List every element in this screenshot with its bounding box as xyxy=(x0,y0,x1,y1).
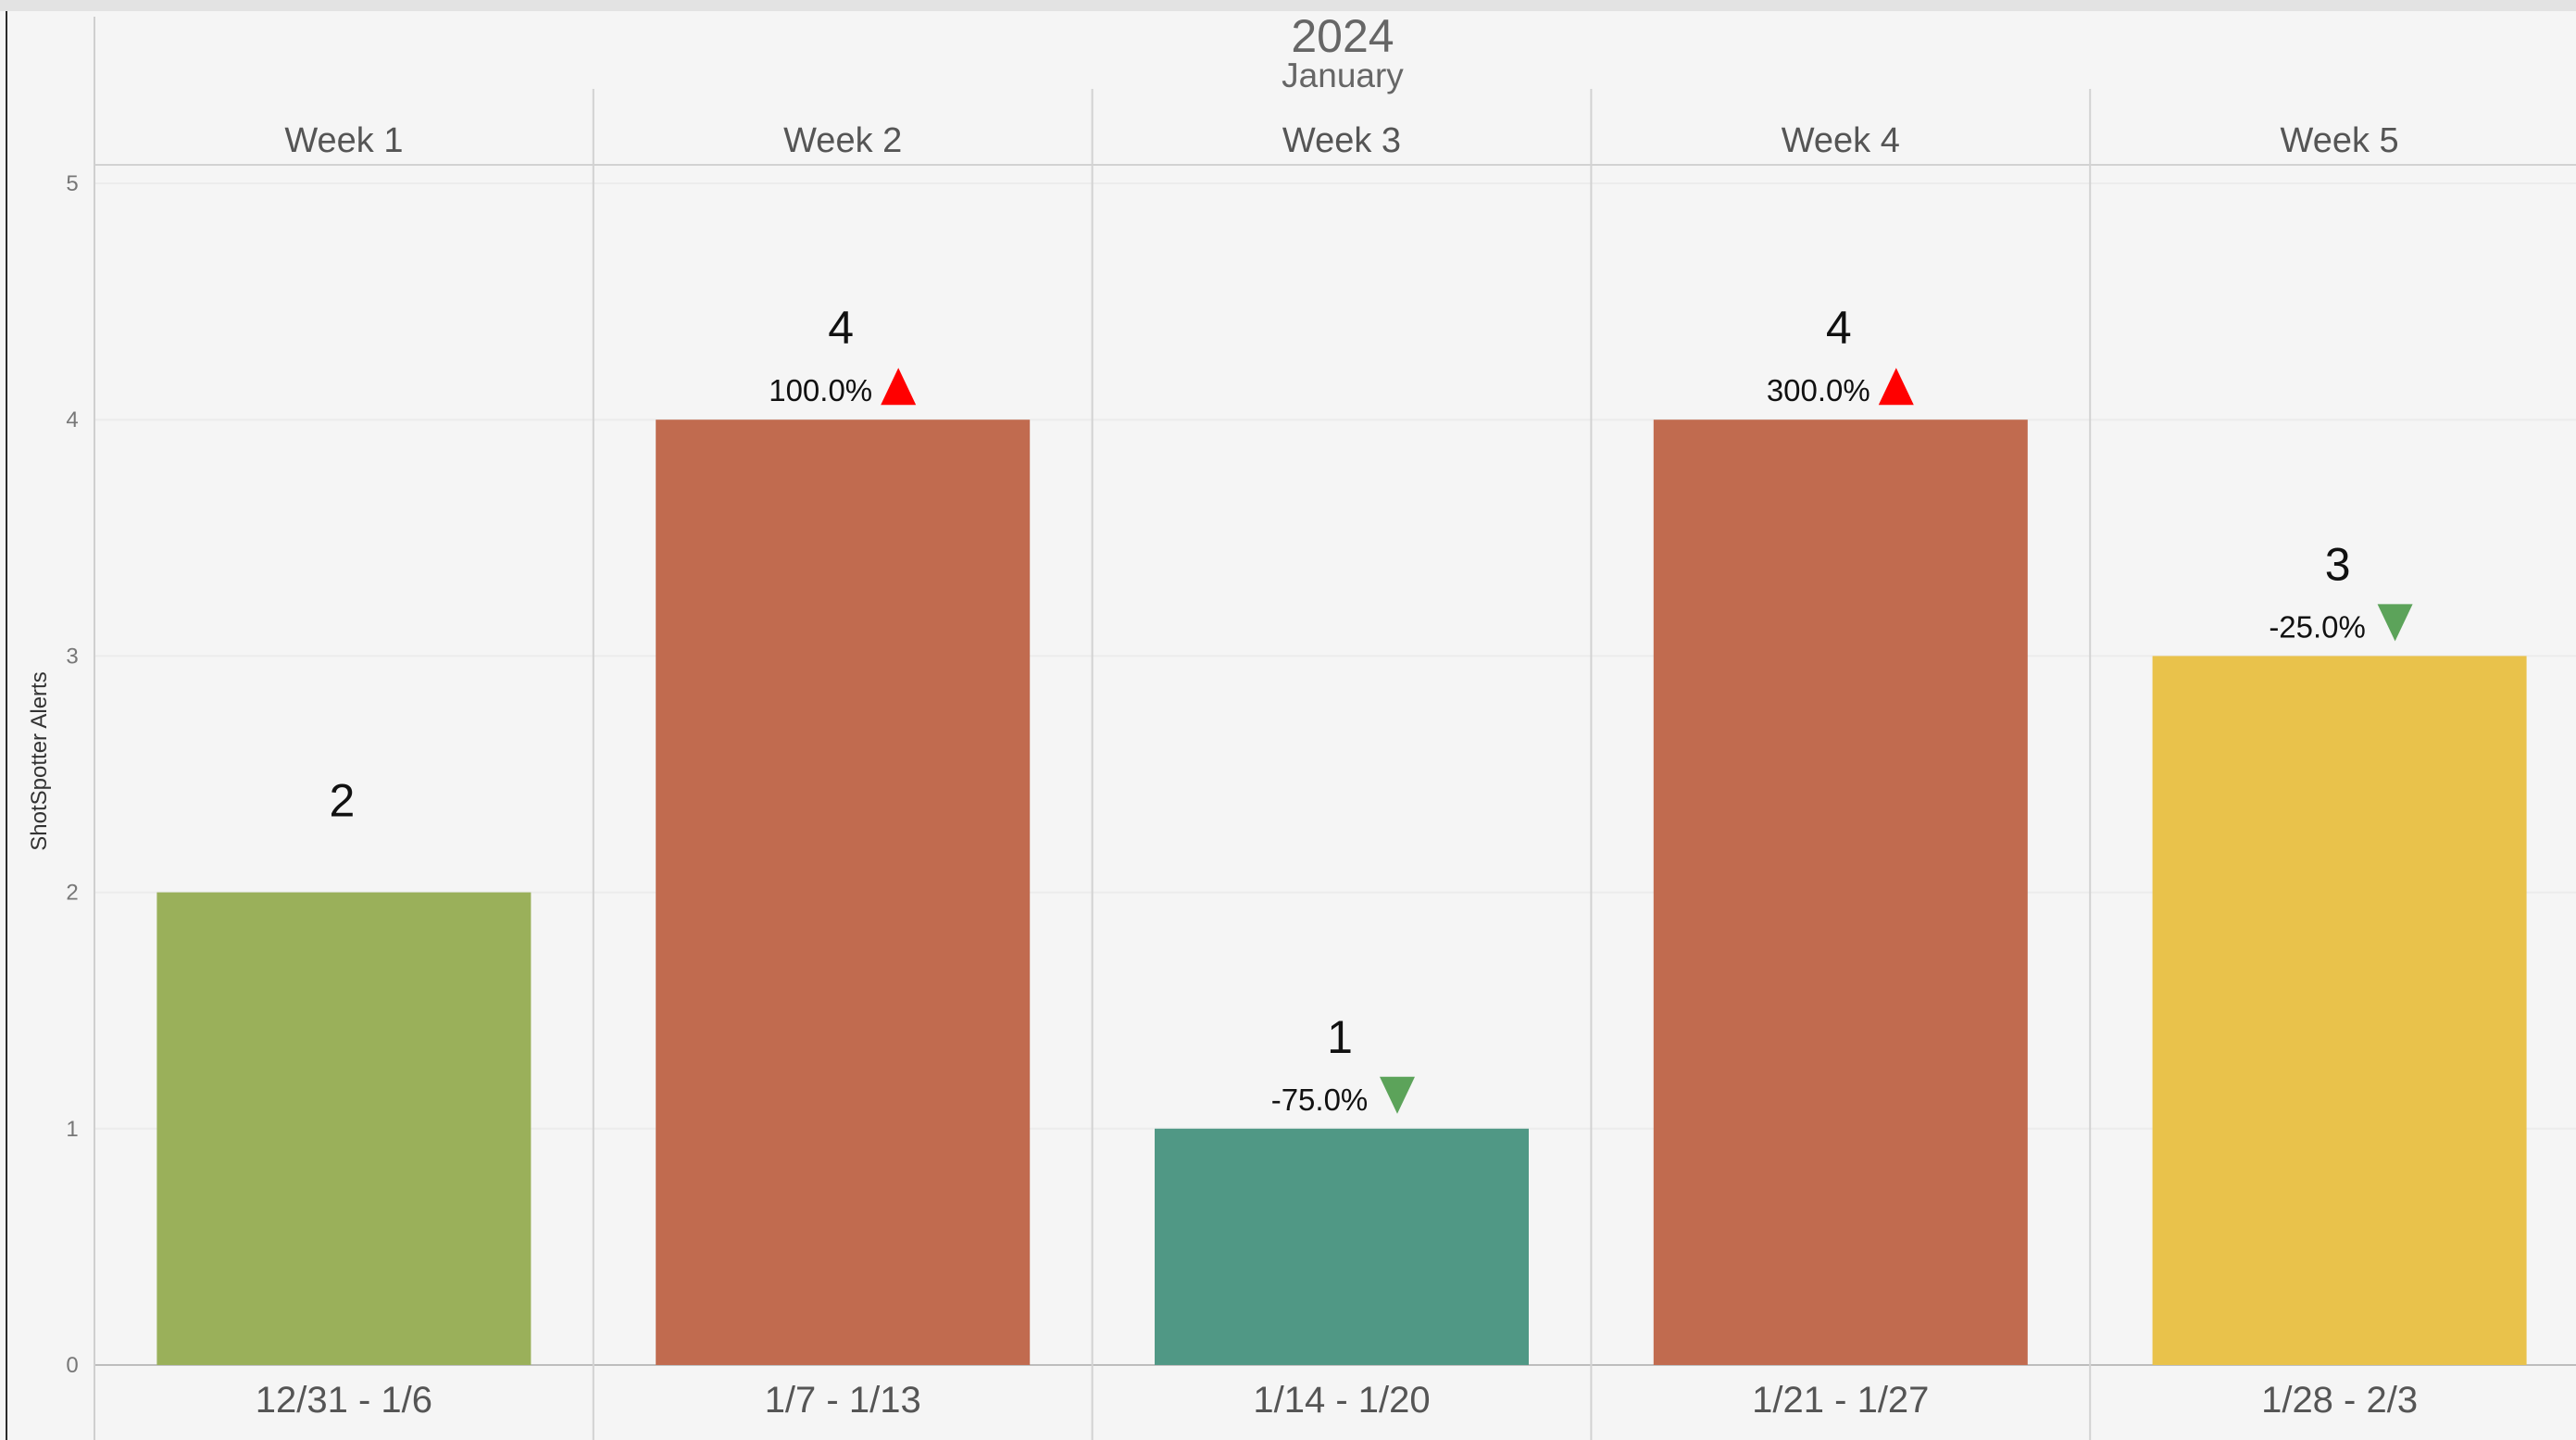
arrow-up-icon xyxy=(1878,368,1914,406)
week-header: Week 3 xyxy=(1282,121,1401,160)
category-label: 1/14 - 1/20 xyxy=(1253,1380,1430,1421)
week-header: Week 4 xyxy=(1782,121,1900,160)
left-border xyxy=(6,11,7,1440)
y-tick-label: 4 xyxy=(66,407,78,432)
arrow-up-icon xyxy=(881,368,917,406)
category-label: 1/28 - 2/3 xyxy=(2261,1380,2418,1421)
y-tick-label: 0 xyxy=(66,1353,78,1378)
category-label: 12/31 - 1/6 xyxy=(256,1380,432,1421)
y-tick-label: 5 xyxy=(66,171,78,196)
category-label: 1/21 - 1/27 xyxy=(1752,1380,1929,1421)
pct-change-label: -75.0% xyxy=(1271,1083,1369,1117)
value-label: 4 xyxy=(1826,302,1852,354)
value-label: 4 xyxy=(828,302,854,354)
pct-change-label: 300.0% xyxy=(1767,373,1870,407)
bar xyxy=(1155,1128,1529,1365)
bar xyxy=(2152,656,2527,1365)
value-label: 3 xyxy=(2325,538,2351,590)
bar xyxy=(656,419,1031,1365)
year-header: 2024 xyxy=(1291,10,1394,62)
pct-change-label: 100.0% xyxy=(769,373,872,407)
pct-change-label: -25.0% xyxy=(2269,609,2366,644)
bar xyxy=(1653,419,2028,1365)
month-header: January xyxy=(1282,56,1404,94)
week-header: Week 1 xyxy=(284,121,403,160)
week-header: Week 2 xyxy=(783,121,902,160)
y-tick-label: 3 xyxy=(66,644,78,669)
value-label: 1 xyxy=(1327,1011,1353,1063)
y-tick-label: 1 xyxy=(66,1117,78,1142)
arrow-down-icon xyxy=(2377,604,2413,642)
y-tick-label: 2 xyxy=(66,881,78,906)
category-label: 1/7 - 1/13 xyxy=(765,1380,921,1421)
top-strip xyxy=(0,0,2576,11)
bar xyxy=(156,892,531,1365)
value-label: 2 xyxy=(329,775,355,827)
arrow-down-icon xyxy=(1380,1076,1415,1114)
week-header: Week 5 xyxy=(2281,121,2399,160)
y-axis-label: ShotSpotter Alerts xyxy=(27,671,52,850)
